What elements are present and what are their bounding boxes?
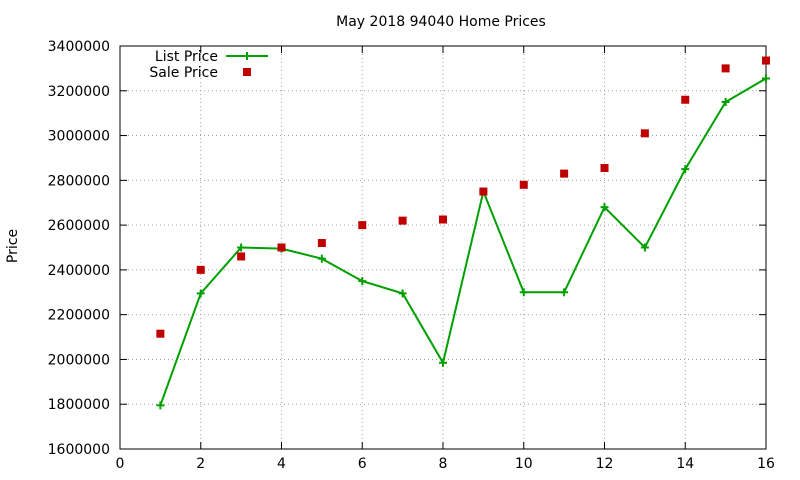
data-point-marker: [277, 243, 286, 252]
data-point-marker: [317, 239, 326, 248]
x-tick-label: 2: [196, 456, 205, 472]
data-point-marker: [156, 329, 165, 338]
data-point-marker: [358, 221, 367, 230]
series-layer: [156, 56, 770, 410]
y-tick-label: 2000000: [48, 352, 110, 368]
data-point-marker: [762, 56, 770, 65]
data-point-marker: [721, 64, 730, 73]
data-point-marker: [519, 180, 528, 189]
y-tick-label: 2400000: [48, 263, 110, 279]
data-point-marker: [398, 216, 407, 225]
data-point-marker: [560, 169, 569, 178]
series-sale-price: [156, 56, 770, 338]
y-tick-label: 1800000: [48, 397, 110, 413]
y-tick-label: 3400000: [48, 39, 110, 55]
data-point-marker: [237, 252, 246, 261]
y-tick-label: 3000000: [48, 129, 110, 145]
data-point-marker: [439, 215, 447, 224]
series-line: [159, 77, 767, 406]
x-tick-label: 8: [439, 456, 448, 472]
grid: [120, 46, 766, 449]
x-tick-label: 6: [358, 456, 367, 472]
legend-label: Sale Price: [149, 65, 218, 81]
y-tick-label: 2200000: [48, 308, 110, 324]
y-tick-label: 2600000: [48, 218, 110, 234]
data-point-marker: [196, 265, 205, 274]
x-tick-label: 4: [277, 456, 286, 472]
data-point-marker: [681, 95, 690, 104]
y-tick-label: 2800000: [48, 173, 110, 189]
data-point-marker: [640, 129, 649, 138]
legend-marker: [243, 68, 251, 76]
tick-labels: 1600000 1800000 2000000 2200000 2400000 26000…: [48, 39, 775, 472]
x-tick-label: 12: [596, 456, 614, 472]
x-tick-label: 14: [676, 456, 694, 472]
ticks: [119, 45, 767, 450]
y-tick-label: 3200000: [48, 84, 110, 100]
y-tick-label: 1600000: [48, 442, 110, 458]
x-tick-label: 10: [515, 456, 533, 472]
data-point-marker: [600, 164, 609, 173]
legend-label: List Price: [155, 49, 218, 65]
x-tick-label: 0: [116, 456, 125, 472]
chart-title: May 2018 94040 Home Prices: [336, 14, 546, 30]
data-point-marker: [479, 187, 488, 196]
y-axis-label: Price: [5, 229, 21, 263]
x-tick-label: 16: [757, 456, 775, 472]
